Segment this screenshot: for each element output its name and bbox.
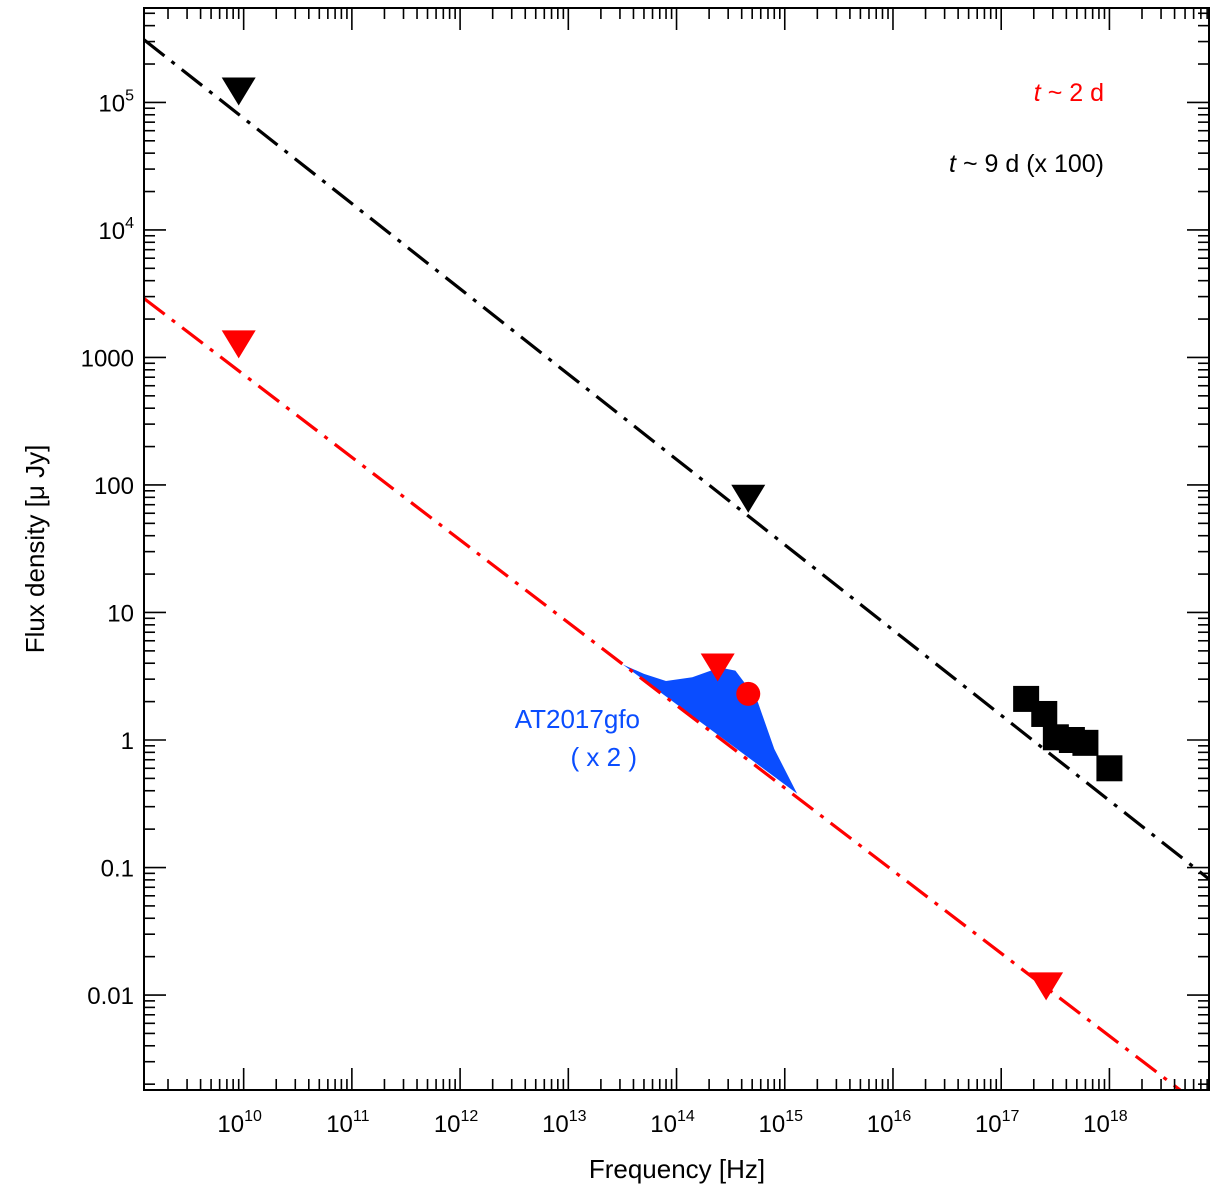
- tick-labels: 1010 1011 1012 1013 1014 1015 1016 1017 10180.01…: [81, 87, 1128, 1138]
- legend-entry-2d-text: ~ 2 d: [1041, 79, 1104, 107]
- y-tick-label-7: 105: [98, 87, 134, 117]
- legend-entry-9d: t ~ 9 d (x 100): [949, 150, 1104, 178]
- x-tick-exponent: 18: [1110, 1108, 1128, 1125]
- x-tick-label-8: 1018: [1083, 1108, 1128, 1138]
- x-tick-base: 10: [434, 1111, 461, 1138]
- upper-limit-marker-1-1: [700, 653, 735, 682]
- y-tick-label-5: 1000: [81, 345, 134, 372]
- legend-entry-2d: t ~ 2 d: [1034, 79, 1104, 107]
- model-lines-layer: [144, 38, 1210, 1090]
- x-tick-exponent: 12: [461, 1108, 479, 1125]
- x-tick-base: 10: [867, 1111, 894, 1138]
- x-tick-base: 10: [1083, 1111, 1110, 1138]
- x-tick-base: 10: [326, 1111, 353, 1138]
- upper-limit-marker-1-2: [1029, 972, 1064, 1001]
- y-tick-label-2: 1: [121, 728, 134, 755]
- x-tick-exponent: 16: [893, 1108, 911, 1125]
- upper-limit-marker-0-0: [221, 77, 256, 106]
- detection-marker-0-5: [1096, 755, 1123, 782]
- markers-layer: [221, 77, 1123, 1001]
- x-tick-label-2: 1012: [434, 1108, 479, 1138]
- x-tick-label-7: 1017: [975, 1108, 1020, 1138]
- x-tick-label-5: 1015: [759, 1108, 804, 1138]
- upper-limit-marker-0-1: [731, 484, 766, 513]
- x-tick-base: 10: [650, 1111, 677, 1138]
- model-line-1: [144, 297, 1182, 1090]
- y-tick-label-4: 100: [94, 473, 134, 500]
- x-tick-exponent: 10: [244, 1108, 262, 1125]
- y-tick-base: 10: [98, 90, 125, 117]
- detection-marker-1-0: [736, 681, 761, 706]
- y-tick-label-0: 0.01: [87, 983, 134, 1010]
- y-tick-label-1: 0.1: [101, 856, 134, 883]
- y-tick-exponent: 5: [125, 87, 134, 104]
- y-axis-title: Flux density [μ Jy]: [20, 445, 50, 654]
- x-tick-label-6: 1016: [867, 1108, 912, 1138]
- y-tick-label-6: 104: [98, 215, 134, 245]
- x-tick-base: 10: [542, 1111, 569, 1138]
- x-tick-label-3: 1013: [542, 1108, 587, 1138]
- upper-limit-marker-1-0: [221, 330, 256, 359]
- shaded-region-label: AT2017gfo: [515, 704, 640, 734]
- x-tick-label-0: 1010: [217, 1108, 262, 1138]
- x-tick-base: 10: [217, 1111, 244, 1138]
- x-tick-base: 10: [975, 1111, 1002, 1138]
- x-tick-exponent: 15: [785, 1108, 803, 1125]
- legend-entry-9d-italic: t: [949, 150, 957, 178]
- x-tick-base: 10: [759, 1111, 786, 1138]
- x-tick-label-1: 1011: [326, 1108, 369, 1138]
- x-tick-exponent: 11: [353, 1108, 370, 1125]
- x-tick-label-4: 1014: [650, 1108, 695, 1138]
- detection-marker-0-4: [1072, 729, 1099, 756]
- legend-entry-9d-text: ~ 9 d (x 100): [956, 150, 1104, 178]
- axis-ticks: [144, 8, 1209, 1090]
- shaded-region-sublabel: ( x 2 ): [571, 742, 637, 772]
- legend-entry-2d-italic: t: [1034, 79, 1042, 107]
- x-tick-exponent: 17: [1002, 1108, 1020, 1125]
- x-tick-exponent: 13: [569, 1108, 587, 1125]
- y-tick-exponent: 4: [125, 215, 134, 232]
- detection-marker-0-1: [1031, 700, 1058, 727]
- y-tick-label-3: 10: [107, 600, 134, 627]
- x-axis-title: Frequency [Hz]: [589, 1154, 765, 1184]
- x-tick-exponent: 14: [677, 1108, 695, 1125]
- model-line-0: [144, 38, 1210, 882]
- y-tick-base: 10: [98, 218, 125, 245]
